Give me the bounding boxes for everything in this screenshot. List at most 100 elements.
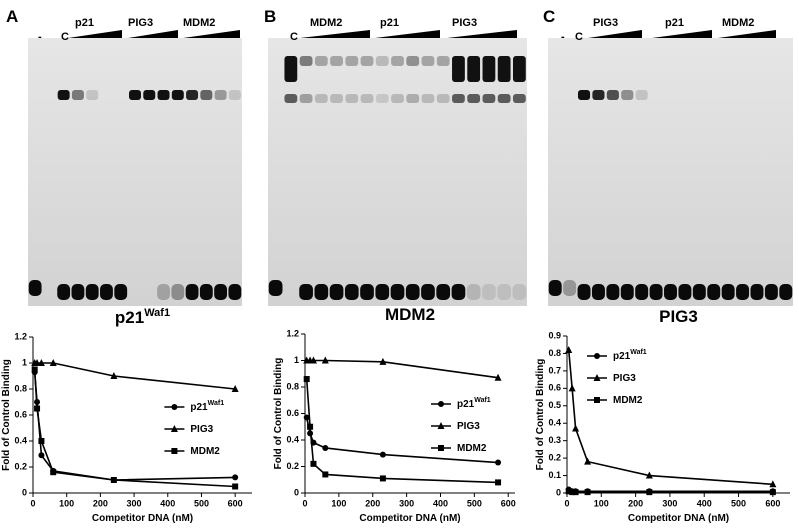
gel-band (678, 284, 692, 300)
legend-label: PIG3 (457, 421, 480, 432)
legend-label: MDM2 (190, 446, 220, 457)
gel-band (497, 56, 511, 82)
marker (231, 385, 239, 392)
gel-band (57, 90, 70, 100)
legend-name: p21 (457, 399, 475, 410)
marker (646, 489, 653, 496)
gel-band (779, 284, 793, 300)
marker (37, 359, 45, 366)
legend-name: PIG3 (457, 421, 480, 432)
title-text: MDM2 (385, 305, 435, 324)
marker (309, 356, 317, 364)
series-line (33, 369, 236, 488)
gel-band (200, 90, 213, 100)
legend-name: p21 (190, 402, 208, 413)
y-tick-label: 0.9 (548, 330, 561, 340)
gel-band (157, 284, 170, 300)
gel-band (592, 90, 605, 100)
competitor-wedge (718, 30, 776, 38)
marker (110, 372, 118, 379)
competitor-wedge (300, 30, 370, 38)
gel-band (186, 90, 199, 100)
y-tick-label: 1 (22, 357, 27, 367)
y-tick-label: 0.6 (286, 408, 299, 418)
gel-band (28, 280, 42, 296)
y-tick-label: 1.2 (14, 331, 27, 341)
marker (569, 489, 576, 496)
gel-band (375, 94, 389, 103)
gel-band (391, 56, 404, 66)
gel-band (228, 284, 242, 300)
x-tick-label: 600 (765, 498, 780, 508)
competitor-wedge (128, 30, 178, 38)
gel-band (577, 284, 591, 300)
legend-label: p21Waf1 (457, 397, 491, 410)
gel-band (360, 284, 374, 300)
marker (379, 357, 387, 365)
y-tick-label: 0.4 (14, 435, 27, 445)
series-line (34, 362, 236, 390)
marker (495, 459, 502, 466)
marker (31, 366, 38, 373)
gel-band (497, 94, 511, 103)
gel (548, 38, 793, 306)
legend-name: PIG3 (613, 373, 636, 384)
marker (438, 445, 444, 451)
competitor-wedge (588, 30, 642, 38)
legend-name: MDM2 (190, 446, 220, 457)
series-line (568, 490, 773, 493)
marker (379, 451, 386, 458)
gel-band (451, 284, 466, 300)
gel-band (707, 284, 721, 300)
marker (568, 384, 576, 392)
gel-band (736, 284, 750, 300)
gel-band (452, 56, 465, 82)
gel-band (86, 90, 99, 100)
competitor-wedge (375, 30, 440, 38)
gel-band (329, 284, 344, 300)
gel-band (375, 284, 390, 300)
gel-band (299, 94, 313, 103)
gel-band (85, 284, 99, 300)
marker (584, 457, 592, 465)
marker (322, 444, 329, 451)
lane-label: PIG3 (593, 17, 618, 29)
chart-title: PIG3 (659, 307, 698, 326)
lane-label: C (575, 31, 583, 43)
gel-band (591, 284, 605, 300)
marker (38, 438, 45, 444)
marker (565, 488, 572, 495)
chart-title: p21Waf1 (115, 307, 170, 327)
gel-band (512, 284, 527, 300)
chart-title: MDM2 (385, 305, 435, 324)
lane-label: MDM2 (183, 17, 215, 29)
legend-sup: Waf1 (208, 400, 225, 407)
gel-band (345, 94, 359, 103)
gel-band (391, 94, 404, 103)
y-tick-label: 0.4 (548, 418, 561, 428)
x-tick-label: 600 (228, 498, 243, 508)
y-tick-label: 0.1 (548, 470, 561, 480)
x-tick-label: 100 (594, 498, 609, 508)
lane-label: - (561, 31, 565, 43)
gel-band (406, 56, 420, 66)
gel-band (512, 94, 526, 103)
gel-band (360, 94, 374, 103)
gel-band (635, 90, 648, 100)
gel-band (421, 284, 435, 300)
legend-name: MDM2 (457, 443, 487, 454)
gel-band (157, 90, 170, 100)
gel-band (405, 284, 420, 300)
marker (303, 376, 310, 383)
gel-band (71, 284, 85, 300)
lane-label: MDM2 (310, 17, 342, 29)
marker (495, 479, 502, 486)
gel-band (114, 284, 128, 300)
marker (437, 422, 445, 429)
marker (33, 359, 41, 366)
x-tick-label: 500 (194, 498, 209, 508)
gel-band (406, 94, 420, 103)
marker (232, 483, 239, 490)
gel-band (284, 56, 298, 82)
y-tick-label: 1 (294, 355, 299, 365)
